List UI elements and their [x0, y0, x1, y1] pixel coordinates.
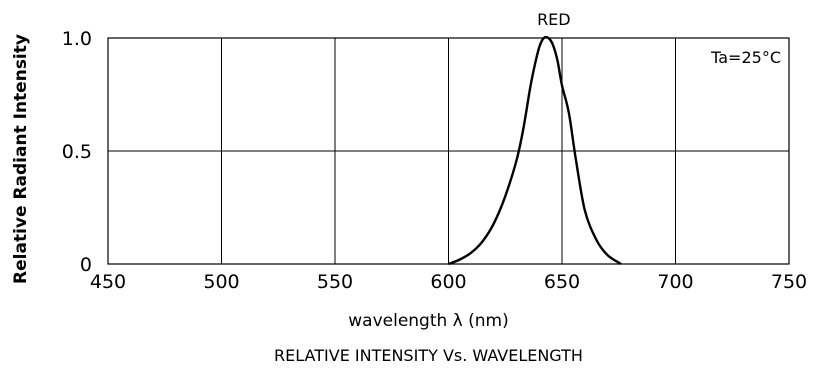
y-axis-label: Relative Radiant Intensity	[11, 34, 31, 284]
y-tick-label-0.5: 0.5	[62, 141, 92, 163]
y-tick-label-0: 0	[80, 254, 92, 276]
x-tick-label-550: 550	[317, 271, 353, 293]
x-tick-label-650: 650	[544, 271, 580, 293]
x-tick-label-750: 750	[771, 271, 807, 293]
series-label-red: RED	[537, 10, 571, 29]
temperature-annotation: Ta=25°C	[710, 48, 781, 67]
x-tick-label-600: 600	[430, 271, 466, 293]
grid	[108, 38, 789, 264]
series-line-red	[448, 35, 622, 266]
x-axis-ticks: 450 500 550 600 650 700 750	[90, 271, 807, 293]
x-tick-label-500: 500	[203, 271, 239, 293]
x-tick-label-700: 700	[657, 271, 693, 293]
y-tick-label-1: 1.0	[62, 28, 92, 50]
x-axis-label: wavelength λ (nm)	[348, 311, 509, 331]
y-axis-ticks: 0 0.5 1.0	[62, 28, 92, 276]
x-tick-label-450: 450	[90, 271, 126, 293]
chart-title: RELATIVE INTENSITY Vs. WAVELENGTH	[274, 346, 583, 365]
